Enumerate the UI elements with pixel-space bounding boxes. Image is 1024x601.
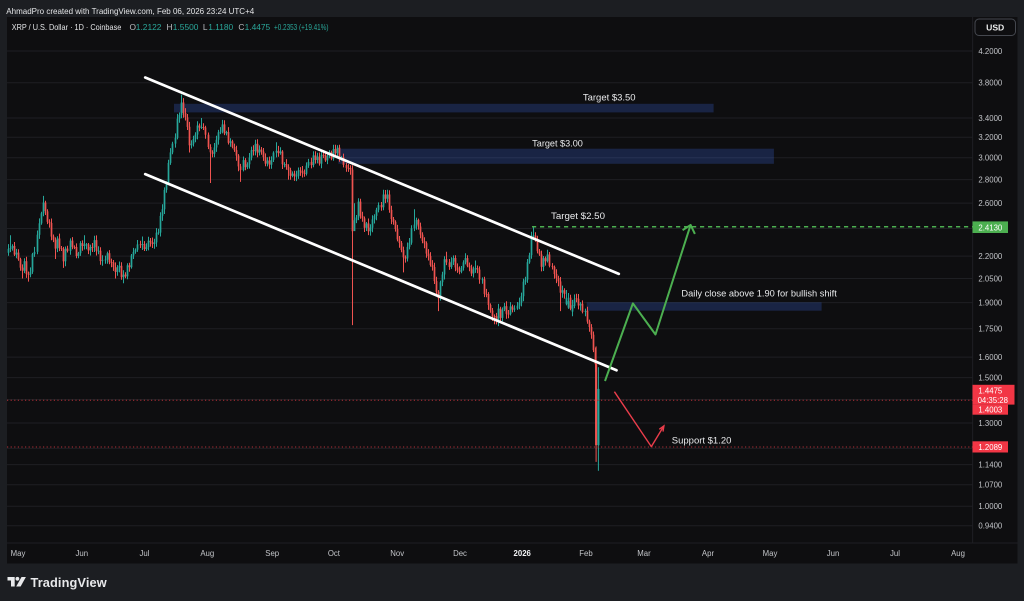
svg-text:4.2000: 4.2000	[978, 47, 1003, 56]
svg-text:Nov: Nov	[390, 549, 404, 558]
svg-text:Apr: Apr	[702, 549, 715, 558]
svg-text:Jul: Jul	[890, 549, 900, 558]
svg-text:Daily close above 1.90 for bul: Daily close above 1.90 for bullish shift	[681, 289, 837, 299]
svg-text:1.6000: 1.6000	[978, 353, 1003, 362]
svg-text:1.9000: 1.9000	[978, 298, 1003, 307]
svg-text:AhmadPro created with TradingV: AhmadPro created with TradingView.com, F…	[6, 6, 254, 16]
svg-text:1.2089: 1.2089	[978, 443, 1002, 452]
svg-text:1.0700: 1.0700	[978, 481, 1003, 490]
svg-text:1.3000: 1.3000	[978, 419, 1003, 428]
svg-text:2.0500: 2.0500	[978, 274, 1003, 283]
svg-text:May: May	[763, 549, 778, 558]
svg-text:1.2122: 1.2122	[136, 22, 162, 32]
svg-text:Dec: Dec	[453, 549, 467, 558]
svg-text:0.9400: 0.9400	[978, 522, 1003, 531]
svg-text:1.1180: 1.1180	[208, 22, 233, 32]
svg-text:Mar: Mar	[637, 549, 651, 558]
svg-text:O: O	[130, 22, 137, 32]
svg-text:+0.2353 (+19.41%): +0.2353 (+19.41%)	[274, 22, 329, 32]
svg-text:XRP / U.S. Dollar · 1D · Coinb: XRP / U.S. Dollar · 1D · Coinbase	[12, 22, 122, 32]
svg-text:3.4000: 3.4000	[978, 114, 1003, 123]
svg-text:H: H	[167, 22, 173, 32]
svg-text:3.0000: 3.0000	[978, 154, 1003, 163]
svg-text:1.1400: 1.1400	[978, 460, 1003, 469]
svg-text:1.4475: 1.4475	[978, 386, 1003, 395]
svg-text:L: L	[203, 22, 208, 32]
svg-text:2.2000: 2.2000	[978, 252, 1003, 261]
svg-text:3.8000: 3.8000	[978, 79, 1003, 88]
svg-text:Jul: Jul	[140, 549, 150, 558]
svg-text:Aug: Aug	[951, 549, 965, 558]
svg-text:1.7500: 1.7500	[978, 325, 1003, 334]
svg-text:2.8000: 2.8000	[978, 175, 1003, 184]
svg-text:2026: 2026	[514, 549, 532, 558]
svg-text:Aug: Aug	[200, 549, 214, 558]
svg-text:1.5500: 1.5500	[173, 22, 199, 32]
svg-text:C: C	[238, 22, 244, 32]
svg-text:Jun: Jun	[76, 549, 89, 558]
svg-text:1.5000: 1.5000	[978, 373, 1003, 382]
svg-text:TradingView: TradingView	[31, 575, 107, 590]
svg-text:2.4130: 2.4130	[978, 223, 1003, 232]
svg-text:1.4003: 1.4003	[978, 406, 1002, 415]
svg-text:Support $1.20: Support $1.20	[672, 436, 732, 446]
svg-text:May: May	[11, 549, 26, 558]
svg-text:04:35:28: 04:35:28	[978, 396, 1008, 405]
svg-text:Feb: Feb	[579, 549, 593, 558]
svg-text:Sep: Sep	[265, 549, 280, 558]
svg-text:2.6000: 2.6000	[978, 199, 1003, 208]
svg-text:USD: USD	[986, 22, 1004, 32]
svg-text:Jun: Jun	[827, 549, 840, 558]
svg-text:1.0000: 1.0000	[978, 502, 1003, 511]
svg-text:1.4475: 1.4475	[245, 22, 271, 32]
svg-text:Target $3.50: Target $3.50	[583, 93, 636, 103]
svg-text:Target $2.50: Target $2.50	[551, 211, 605, 221]
svg-text:Oct: Oct	[328, 549, 341, 558]
svg-text:Target $3.00: Target $3.00	[532, 139, 583, 149]
svg-text:3.2000: 3.2000	[978, 133, 1003, 142]
